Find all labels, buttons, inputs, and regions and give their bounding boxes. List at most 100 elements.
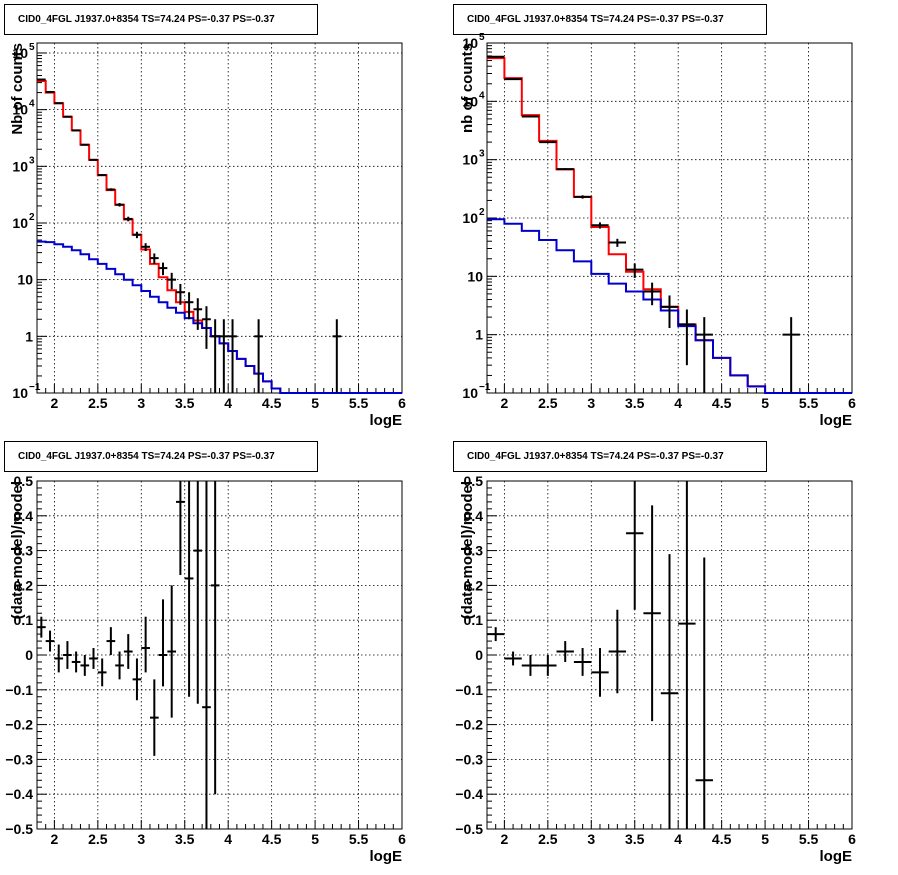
data-point bbox=[782, 317, 800, 393]
data-point bbox=[643, 282, 661, 306]
y-tick-label: 0.5 bbox=[14, 473, 34, 489]
chart-title: CID0_4FGL J1937.0+8354 TS=74.24 PS=-0.37… bbox=[18, 451, 275, 462]
x-tick-label: 4 bbox=[224, 395, 232, 411]
y-tick-label: 0.4 bbox=[464, 508, 484, 524]
data-point bbox=[210, 319, 220, 393]
data-point bbox=[89, 648, 98, 669]
data-point bbox=[487, 627, 505, 642]
data-point bbox=[332, 319, 342, 393]
x-tick-label: 6 bbox=[398, 395, 406, 411]
x-tick-label: 3 bbox=[137, 395, 145, 411]
plot-frame bbox=[486, 42, 853, 394]
data-point bbox=[539, 655, 557, 676]
y-tick-exponent: 5 bbox=[29, 42, 35, 53]
data-point bbox=[115, 651, 124, 680]
y-tick-exponent: −1 bbox=[29, 382, 41, 393]
x-tick-label: 2 bbox=[50, 831, 58, 847]
x-tick-label: 3.5 bbox=[625, 831, 645, 847]
y-tick-label: 10 bbox=[462, 35, 478, 51]
x-tick-label: 4.5 bbox=[712, 831, 732, 847]
y-tick-label: −0.2 bbox=[5, 717, 33, 733]
model-total-histogram bbox=[487, 57, 852, 394]
x-tick-label: 3.5 bbox=[175, 831, 195, 847]
x-tick-label: 6 bbox=[848, 831, 856, 847]
data-point bbox=[149, 253, 159, 264]
x-tick-label: 3 bbox=[137, 831, 145, 847]
data-point bbox=[97, 174, 107, 177]
panel-counts-left: CID0_4FGL J1937.0+8354 TS=74.24 PS=-0.37… bbox=[4, 4, 406, 429]
x-tick-label: 2.5 bbox=[88, 831, 108, 847]
x-tick-label: 4 bbox=[224, 831, 232, 847]
x-tick-label: 5 bbox=[311, 831, 319, 847]
data-point bbox=[106, 627, 116, 655]
data-point bbox=[556, 168, 574, 171]
y-tick-label: −0.3 bbox=[5, 751, 33, 767]
data-point bbox=[167, 272, 177, 290]
x-tick-label: 5 bbox=[761, 395, 769, 411]
x-tick-label: 3 bbox=[587, 831, 595, 847]
data-point bbox=[45, 630, 55, 652]
data-point bbox=[202, 306, 211, 349]
data-point bbox=[54, 644, 64, 673]
data-point bbox=[539, 141, 557, 144]
data-point bbox=[97, 658, 107, 687]
y-tick-label: −0.5 bbox=[455, 821, 483, 837]
x-tick-label: 2 bbox=[500, 831, 508, 847]
y-tick-label: 1 bbox=[25, 328, 33, 344]
data-point bbox=[591, 648, 609, 697]
y-tick-label: −0.2 bbox=[455, 717, 483, 733]
data-point bbox=[115, 203, 124, 207]
data-point bbox=[695, 317, 713, 393]
data-point bbox=[626, 263, 644, 278]
data-point bbox=[123, 216, 133, 222]
y-tick-exponent: 2 bbox=[29, 212, 35, 223]
data-point bbox=[71, 129, 81, 132]
y-tick-label: −0.1 bbox=[5, 682, 33, 698]
data-point bbox=[660, 554, 679, 829]
data-point bbox=[219, 319, 229, 393]
y-tick-label: 0.3 bbox=[464, 543, 484, 559]
data-points bbox=[37, 78, 342, 393]
y-tick-label: 0.2 bbox=[464, 577, 484, 593]
data-point bbox=[678, 309, 696, 366]
data-point bbox=[678, 481, 696, 829]
x-tick-label: 5.5 bbox=[799, 395, 819, 411]
x-tick-label: 6 bbox=[398, 831, 406, 847]
x-tick-label: 6 bbox=[848, 395, 856, 411]
x-tick-label: 4 bbox=[674, 831, 682, 847]
title-box bbox=[4, 441, 318, 472]
x-tick-label: 4.5 bbox=[262, 831, 282, 847]
title-box bbox=[4, 4, 318, 35]
data-point bbox=[123, 634, 133, 669]
y-axis-title: nb of counts bbox=[459, 43, 476, 133]
data-point bbox=[193, 298, 203, 330]
data-point bbox=[202, 481, 211, 829]
y-tick-label: 10 bbox=[462, 385, 478, 401]
y-axis-title: (data-model)/model bbox=[459, 481, 476, 619]
panel-residuals-right: CID0_4FGL J1937.0+8354 TS=74.24 PS=-0.37… bbox=[453, 441, 856, 865]
y-axis-title: (data-model)/model bbox=[9, 481, 26, 619]
y-tick-label: 0 bbox=[475, 647, 483, 663]
data-point bbox=[141, 616, 150, 673]
model-total-histogram bbox=[37, 80, 402, 394]
x-axis-title: logE bbox=[370, 848, 403, 865]
y-tick-label: 0.2 bbox=[14, 577, 34, 593]
title-box bbox=[453, 441, 767, 472]
data-point bbox=[608, 609, 627, 694]
data-point bbox=[643, 505, 661, 722]
y-tick-label: 10 bbox=[12, 215, 28, 231]
x-tick-label: 4.5 bbox=[712, 395, 732, 411]
y-tick-exponent: 3 bbox=[479, 149, 485, 160]
data-point bbox=[132, 231, 142, 239]
x-axis-title: logE bbox=[820, 412, 853, 429]
x-axis-title: logE bbox=[370, 412, 403, 429]
y-tick-label: 10 bbox=[12, 385, 28, 401]
x-tick-label: 5.5 bbox=[799, 831, 819, 847]
data-points bbox=[487, 481, 713, 829]
y-tick-label: 10 bbox=[12, 45, 28, 61]
data-point bbox=[184, 292, 194, 320]
data-point bbox=[167, 585, 177, 718]
data-point bbox=[158, 262, 168, 276]
x-tick-label: 5 bbox=[311, 395, 319, 411]
